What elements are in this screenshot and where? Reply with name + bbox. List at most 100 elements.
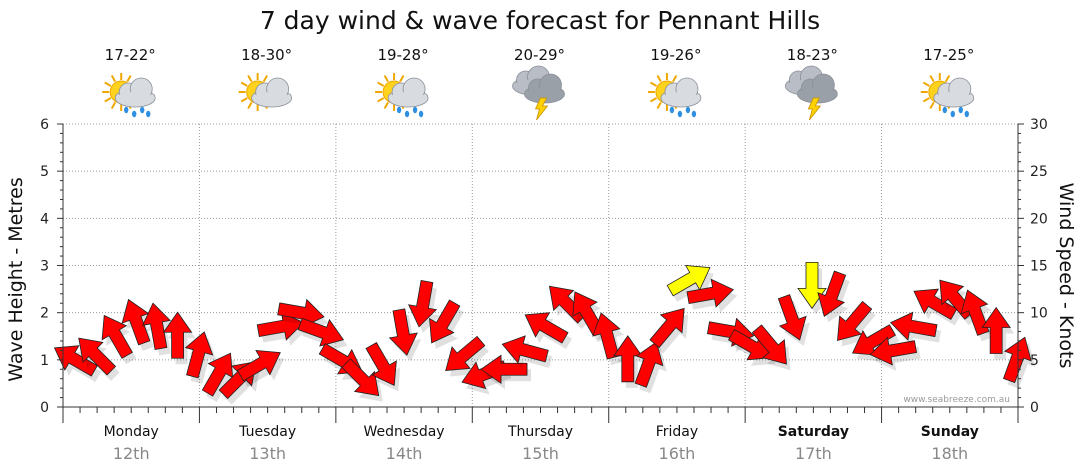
cloud-fill (116, 92, 155, 106)
wind-arrow (913, 288, 958, 320)
sun-ray (247, 101, 253, 109)
y-right-tick-label: 10 (1030, 306, 1048, 322)
partly-cloudy-rain-icon (102, 73, 156, 118)
sun-ray (383, 75, 389, 83)
y-left-tick-label: 4 (40, 211, 49, 227)
y-right-tick-label: 20 (1030, 211, 1048, 227)
cloud-fill (252, 92, 291, 106)
wind-arrow (101, 314, 133, 359)
day-name-label: Tuesday (238, 424, 296, 440)
wind-arrow (78, 337, 117, 376)
wind-arrow (388, 308, 418, 356)
day-temperature-range: 17-25° (923, 46, 974, 64)
chart-title: 7 day wind & wave forecast for Pennant H… (259, 6, 821, 35)
wind-arrow-series (53, 261, 1036, 405)
rain-drop (669, 106, 675, 114)
partly-cloudy-rain-icon (375, 73, 429, 118)
day-name-label: Monday (104, 424, 159, 440)
sun-ray (656, 101, 662, 109)
wind-arrow (777, 294, 807, 341)
cloud-icon (387, 77, 429, 108)
day-name-label: Friday (656, 424, 698, 440)
rain-drop (958, 106, 963, 114)
sun-ray (110, 101, 117, 109)
chart-grid (63, 123, 1018, 408)
day-temperature-range: 20-29° (514, 46, 565, 64)
watermark: www.seabreeze.com.au (903, 395, 1010, 405)
sun-ray (383, 101, 389, 109)
wind-arrow (341, 358, 380, 397)
cloud-icon (114, 77, 156, 108)
y-left-tick-label: 5 (40, 164, 49, 180)
sun-ray (262, 75, 269, 83)
sun-ray (649, 97, 658, 103)
wind-arrow (686, 278, 734, 308)
rain-drop (132, 110, 137, 118)
sun-ray (126, 75, 132, 83)
sun-ray (104, 81, 112, 87)
wind-arrow (524, 312, 569, 344)
rain-drop (396, 106, 402, 114)
rain-drop (140, 106, 145, 114)
day-date-label: 12th (113, 444, 150, 463)
day-temperature-range: 17-22° (105, 46, 156, 64)
wind-arrow (851, 324, 896, 356)
cloud-icon (524, 73, 565, 104)
y-right-tick-label: 15 (1030, 259, 1048, 275)
daily-forecast-header: 17-22° 18-30° 19-28° 20-29° 19-26° 18-23° 17-2… (102, 46, 975, 121)
rain-drop (404, 110, 410, 118)
y-axis-right-label: Wind Speed - Knots (1055, 183, 1077, 369)
sun-ray (649, 81, 658, 87)
wind-arrow (751, 324, 787, 365)
rain-drop (418, 110, 424, 118)
partly-cloudy-icon (238, 73, 293, 111)
wind-arrow (817, 270, 847, 318)
cloud-fill (661, 92, 700, 106)
day-date-label: 14th (386, 444, 423, 463)
wind-arrow (480, 354, 528, 385)
sun-ray (240, 97, 248, 103)
wind-arrow (634, 341, 664, 388)
cloud-fill (525, 88, 564, 102)
wind-arrow (649, 307, 685, 349)
chart-axes: 0 1 2 3 4 5 6 0 5 10 15 20 25 30 Wave Height - Metres W… (5, 117, 1077, 423)
sun-ray (104, 97, 112, 103)
wind-arrow (365, 341, 397, 386)
y-left-tick-label: 6 (40, 117, 49, 133)
wind-arrow (889, 311, 938, 341)
rain-drop (691, 110, 697, 118)
rain-drop (124, 106, 129, 114)
day-name-label: Thursday (507, 424, 573, 440)
rain-drops-icon (124, 106, 151, 118)
day-name-label: Sunday (921, 424, 979, 440)
sun-ray (399, 75, 405, 83)
wind-arrow (201, 352, 234, 397)
rain-drop (964, 110, 969, 118)
y-right-tick-label: 5 (1030, 353, 1039, 369)
y-left-tick-label: 3 (40, 259, 49, 275)
storm-icon (512, 65, 565, 121)
cloud-fill (934, 92, 973, 106)
rain-drop (685, 106, 691, 114)
sun-ray (929, 75, 935, 83)
day-date-label: 13th (249, 444, 286, 463)
rain-drop (146, 110, 151, 118)
sun-ray (922, 97, 930, 103)
y-axis-left-label: Wave Height - Metres (5, 177, 27, 381)
cloud-icon (933, 77, 975, 108)
wind-arrow (162, 311, 193, 359)
sun-ray (377, 97, 385, 103)
cloud-icon (796, 73, 838, 104)
wind-arrow (184, 331, 214, 379)
lightning-bolt-icon (534, 97, 549, 121)
wind-arrow (869, 336, 918, 366)
cloud-fill (389, 92, 428, 106)
sun-ray (944, 75, 951, 83)
rain-drop (950, 110, 955, 118)
wind-arrow (837, 300, 873, 342)
wind-arrow (141, 302, 172, 350)
wind-arrow (981, 306, 1011, 354)
cloud-icon (251, 77, 293, 108)
wind-arrow (53, 345, 98, 377)
y-left-tick-label: 1 (40, 353, 49, 369)
